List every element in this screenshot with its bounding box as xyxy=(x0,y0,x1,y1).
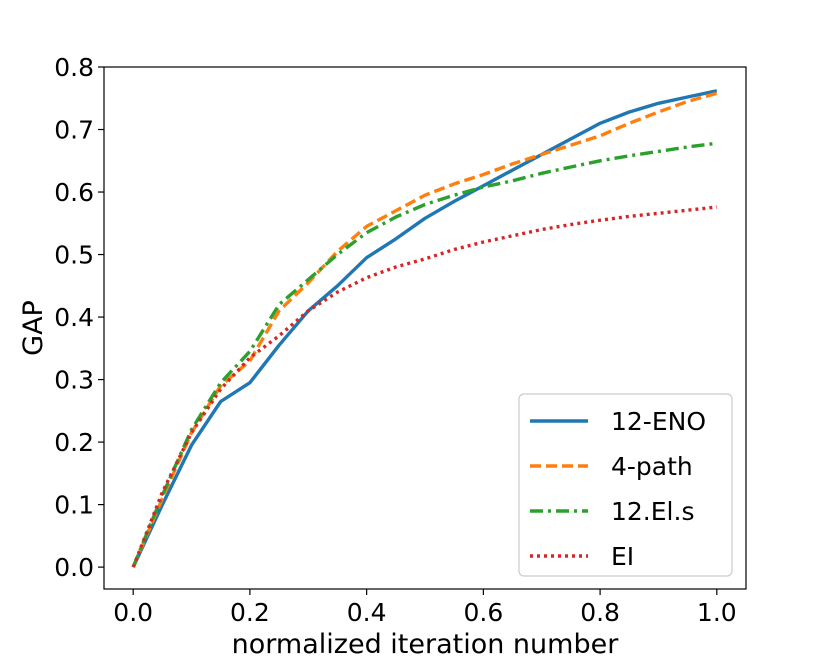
legend-box xyxy=(518,393,733,577)
y-axis-label: GAP xyxy=(18,300,49,356)
legend-label: 12-ENO xyxy=(611,407,706,436)
y-tick-label: 0.4 xyxy=(54,303,94,332)
x-tick-label: 0.0 xyxy=(113,598,153,627)
legend-label: 4-path xyxy=(611,452,693,481)
series-line-2 xyxy=(131,91,718,568)
y-tick-label: 0.2 xyxy=(54,428,94,457)
x-tick-label: 0.8 xyxy=(580,598,620,627)
x-tick-label: 0.2 xyxy=(230,598,270,627)
x-tick-label: 0.6 xyxy=(463,598,503,627)
x-tick-label: 0.4 xyxy=(347,598,387,627)
y-tick-label: 0.5 xyxy=(54,241,94,270)
y-tick-label: 0.1 xyxy=(54,491,94,520)
x-axis-label: normalized iteration number xyxy=(232,629,620,660)
y-tick-label: 0.3 xyxy=(54,366,94,395)
axis-ticks: 0.0 0.2 0.4 0.6 0.8 1.0 0.0 0.1 0.2 0.3 0.4 0.5 0.6 0… xyxy=(54,53,736,627)
legend-label: 12.El.s xyxy=(611,497,694,526)
y-tick-label: 0.7 xyxy=(54,116,94,145)
series-line-1 xyxy=(131,89,718,568)
x-tick-label: 1.0 xyxy=(697,598,737,627)
y-tick-label: 0.8 xyxy=(54,53,94,82)
series-line-4 xyxy=(131,205,717,568)
plot-frame xyxy=(103,66,747,590)
plot-lines xyxy=(131,89,718,568)
legend-label: EI xyxy=(611,542,634,571)
y-tick-label: 0.6 xyxy=(54,178,94,207)
legend: 12-ENO 4-path 12.El.s EI xyxy=(518,393,733,577)
y-tick-label: 0.0 xyxy=(54,553,94,582)
series-line-3 xyxy=(131,141,718,568)
